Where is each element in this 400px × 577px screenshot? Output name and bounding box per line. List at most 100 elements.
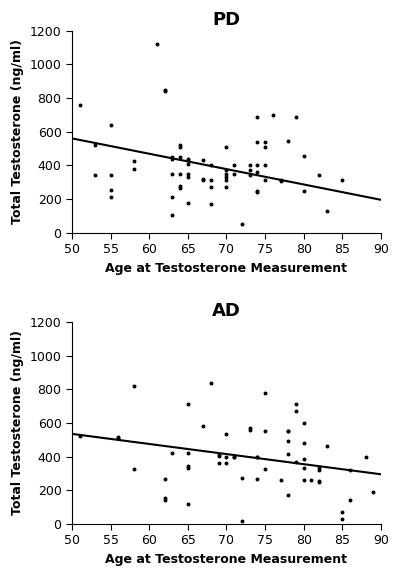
- Point: [293, 458, 299, 467]
- Point: [239, 220, 245, 229]
- Y-axis label: Total Testosterone (ng/ml): Total Testosterone (ng/ml): [11, 331, 24, 515]
- Point: [185, 198, 191, 208]
- Point: [339, 176, 346, 185]
- Y-axis label: Total Testosterone (ng/ml): Total Testosterone (ng/ml): [11, 39, 24, 224]
- Point: [231, 452, 237, 461]
- Point: [169, 154, 176, 163]
- Point: [169, 448, 176, 458]
- Point: [270, 110, 276, 119]
- X-axis label: Age at Testosterone Measurement: Age at Testosterone Measurement: [106, 261, 348, 275]
- Point: [185, 156, 191, 165]
- Point: [177, 152, 183, 162]
- Point: [162, 475, 168, 484]
- Point: [169, 152, 176, 162]
- Point: [293, 112, 299, 121]
- Point: [162, 493, 168, 503]
- Point: [223, 182, 230, 192]
- Point: [107, 193, 114, 202]
- Point: [285, 437, 292, 446]
- Point: [254, 167, 260, 177]
- Point: [162, 85, 168, 94]
- Point: [185, 464, 191, 473]
- Point: [185, 499, 191, 508]
- Point: [347, 466, 353, 475]
- Point: [185, 461, 191, 470]
- Point: [223, 452, 230, 461]
- Point: [115, 433, 122, 442]
- Point: [223, 429, 230, 439]
- Point: [154, 39, 160, 48]
- Point: [300, 475, 307, 485]
- Point: [223, 176, 230, 185]
- Point: [76, 431, 83, 440]
- Point: [185, 448, 191, 458]
- Point: [169, 169, 176, 178]
- Point: [254, 188, 260, 197]
- Point: [254, 161, 260, 170]
- Point: [246, 171, 253, 180]
- Point: [316, 477, 322, 486]
- Point: [262, 176, 268, 185]
- Point: [162, 87, 168, 96]
- Point: [107, 185, 114, 194]
- Point: [169, 193, 176, 202]
- Point: [262, 137, 268, 147]
- Point: [231, 169, 237, 178]
- Point: [347, 496, 353, 505]
- Point: [216, 459, 222, 468]
- Point: [293, 399, 299, 408]
- Point: [177, 141, 183, 150]
- Point: [285, 449, 292, 459]
- Point: [200, 176, 206, 185]
- Point: [76, 100, 83, 109]
- Point: [239, 474, 245, 483]
- Point: [300, 439, 307, 448]
- Point: [208, 161, 214, 170]
- Point: [300, 455, 307, 464]
- Point: [254, 137, 260, 147]
- Point: [262, 142, 268, 151]
- Point: [300, 151, 307, 160]
- Point: [285, 426, 292, 435]
- Point: [92, 171, 98, 180]
- Point: [231, 453, 237, 462]
- Point: [231, 161, 237, 170]
- Point: [107, 171, 114, 180]
- Point: [254, 112, 260, 121]
- Point: [177, 181, 183, 190]
- Point: [293, 407, 299, 416]
- Point: [339, 514, 346, 523]
- Point: [262, 427, 268, 436]
- Point: [339, 508, 346, 517]
- Point: [107, 120, 114, 129]
- Point: [169, 211, 176, 220]
- Point: [130, 464, 137, 474]
- Point: [223, 169, 230, 178]
- Point: [200, 156, 206, 165]
- Point: [254, 186, 260, 195]
- Point: [324, 206, 330, 215]
- Point: [130, 381, 137, 391]
- Point: [262, 161, 268, 170]
- Point: [115, 433, 122, 443]
- Point: [300, 464, 307, 473]
- Point: [162, 495, 168, 504]
- Point: [223, 173, 230, 182]
- Point: [316, 171, 322, 180]
- Point: [262, 464, 268, 474]
- Point: [277, 475, 284, 485]
- X-axis label: Age at Testosterone Measurement: Age at Testosterone Measurement: [106, 553, 348, 566]
- Point: [277, 176, 284, 185]
- Point: [223, 459, 230, 468]
- Point: [324, 441, 330, 450]
- Point: [362, 453, 369, 462]
- Point: [130, 156, 137, 166]
- Point: [285, 427, 292, 436]
- Point: [246, 424, 253, 433]
- Point: [208, 378, 214, 387]
- Point: [208, 200, 214, 209]
- Point: [246, 166, 253, 175]
- Point: [254, 452, 260, 461]
- Point: [92, 141, 98, 150]
- Point: [208, 176, 214, 185]
